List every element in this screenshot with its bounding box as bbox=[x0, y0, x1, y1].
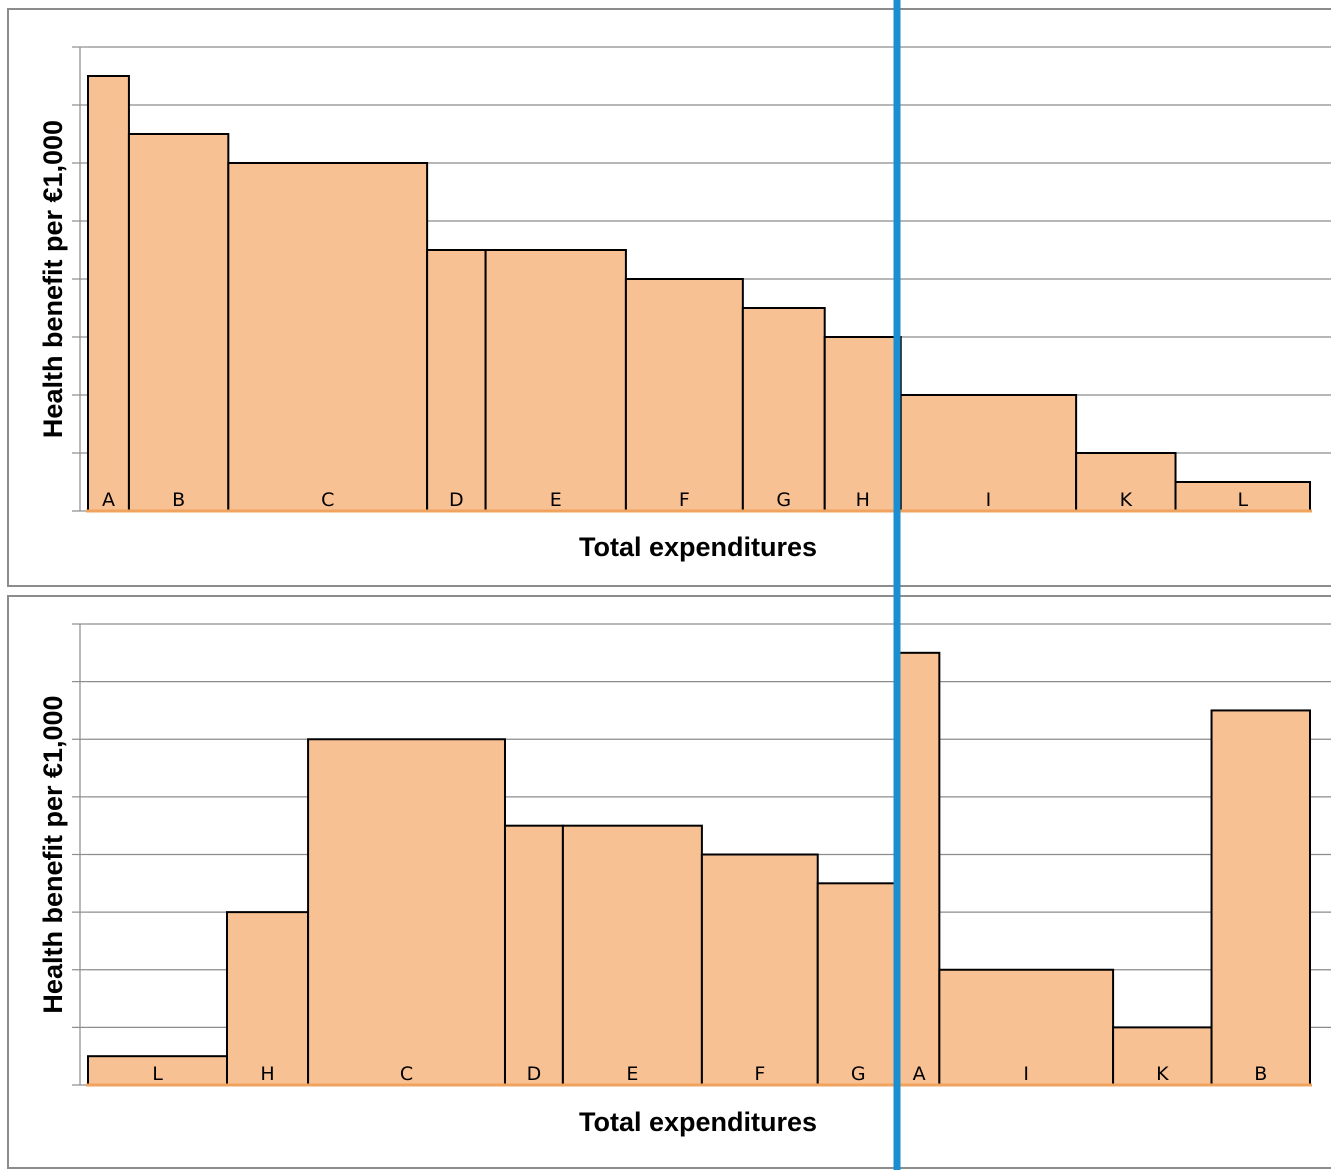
bar-c bbox=[307, 738, 506, 1086]
bar-i bbox=[938, 968, 1115, 1086]
bar-label-k: K bbox=[1120, 489, 1133, 511]
chart-top: A B C D E F G H I K L Total expenditures Health bene… bbox=[7, 8, 1331, 587]
x-axis-title: Total expenditures bbox=[579, 1107, 817, 1137]
bar-g bbox=[741, 307, 826, 512]
bar-b bbox=[127, 133, 230, 512]
bar-label-f: F bbox=[679, 489, 690, 511]
bar-e bbox=[561, 824, 703, 1086]
y-axis-title: Health benefit per €1,000 bbox=[38, 120, 68, 438]
bar-label-c: C bbox=[321, 489, 334, 511]
bar-f bbox=[624, 278, 744, 512]
y-axis-title: Health benefit per €1,000 bbox=[38, 695, 68, 1013]
bar-a bbox=[897, 651, 941, 1086]
chart-bottom: L H C D E F G A I K B Total expenditures Health bene… bbox=[7, 595, 1331, 1169]
bar-label-h: H bbox=[260, 1063, 274, 1085]
bar-label-i: I bbox=[986, 489, 992, 511]
bar-label-h: H bbox=[856, 489, 870, 511]
bar-label-g: G bbox=[851, 1063, 866, 1085]
bar-h bbox=[823, 336, 902, 512]
bar-label-b: B bbox=[1254, 1063, 1267, 1085]
bar-label-d: D bbox=[449, 489, 464, 511]
x-axis-title: Total expenditures bbox=[579, 532, 817, 562]
bar-label-l: L bbox=[1237, 489, 1248, 511]
bar-label-e: E bbox=[626, 1063, 638, 1085]
bar-label-a: A bbox=[102, 489, 115, 511]
bar-g bbox=[816, 882, 900, 1086]
bar-label-k: K bbox=[1156, 1063, 1169, 1085]
bar-b bbox=[1210, 709, 1312, 1086]
bar-label-e: E bbox=[550, 489, 562, 511]
bar-f bbox=[700, 853, 819, 1086]
bar-label-i: I bbox=[1023, 1063, 1029, 1085]
bar-label-l: L bbox=[152, 1063, 163, 1085]
bar-l bbox=[87, 1055, 228, 1086]
bar-e bbox=[484, 249, 627, 512]
bar-h bbox=[225, 911, 310, 1086]
bar-a bbox=[87, 75, 130, 512]
bar-label-b: B bbox=[172, 489, 185, 511]
bar-label-g: G bbox=[776, 489, 791, 511]
bar-label-a: A bbox=[913, 1063, 926, 1085]
bar-label-f: F bbox=[754, 1063, 765, 1085]
bar-d bbox=[503, 824, 564, 1086]
bar-d bbox=[426, 249, 487, 512]
bar-label-c: C bbox=[400, 1063, 413, 1085]
bar-c bbox=[227, 162, 429, 512]
bar-label-d: D bbox=[527, 1063, 542, 1085]
